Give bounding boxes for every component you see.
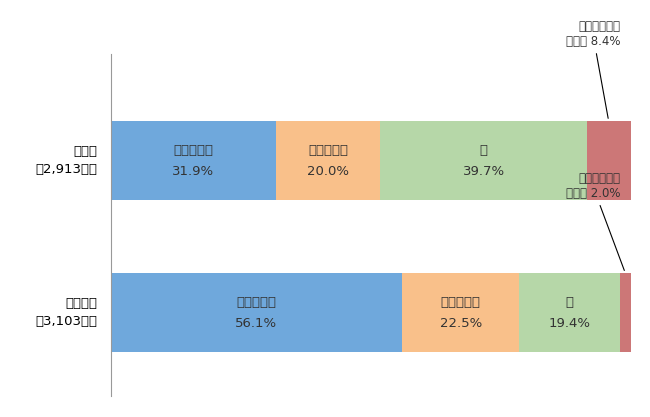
Text: 本人と親等: 本人と親等: [308, 144, 348, 157]
Bar: [276, 121, 380, 200]
Text: 19.4%: 19.4%: [549, 317, 591, 330]
Text: 本人と親等: 本人と親等: [441, 296, 481, 309]
Text: 奨学生本人: 奨学生本人: [174, 144, 213, 157]
Text: 31.9%: 31.9%: [172, 166, 214, 178]
Text: 39.7%: 39.7%: [463, 166, 504, 178]
Bar: [587, 121, 630, 200]
Bar: [402, 273, 519, 352]
Bar: [519, 273, 620, 352]
Bar: [111, 121, 276, 200]
Bar: [380, 121, 587, 200]
Text: 奨学生本人: 奨学生本人: [237, 296, 276, 309]
Text: 20.0%: 20.0%: [307, 166, 350, 178]
Text: 親: 親: [480, 144, 488, 157]
Text: 親: 親: [566, 296, 574, 309]
Text: わからない・
その他 8.4%: わからない・ その他 8.4%: [566, 20, 620, 118]
Bar: [111, 273, 402, 352]
Bar: [620, 273, 630, 352]
Text: 56.1%: 56.1%: [235, 317, 278, 330]
Text: わからない・
その他 2.0%: わからない・ その他 2.0%: [566, 172, 625, 271]
Text: 22.5%: 22.5%: [439, 317, 482, 330]
